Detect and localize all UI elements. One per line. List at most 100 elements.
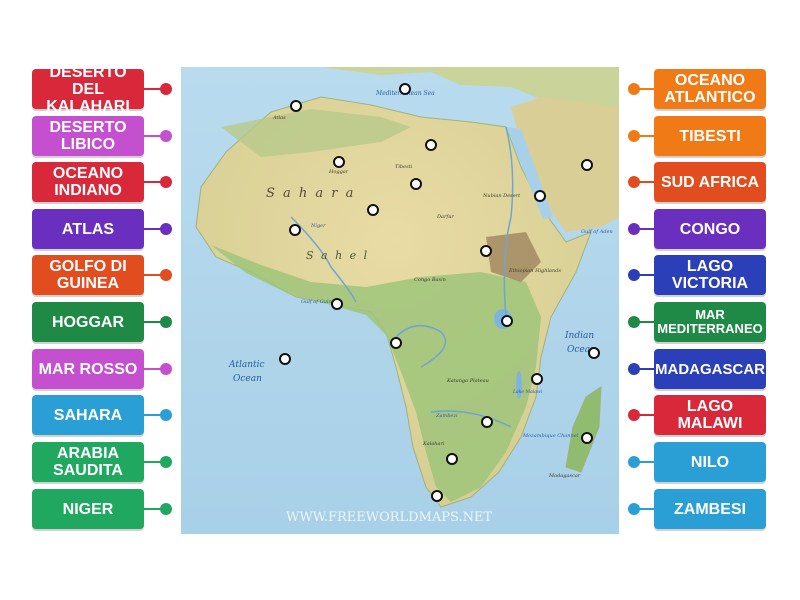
drop-target-pin[interactable]	[446, 453, 458, 465]
label-sahara[interactable]: SAHARA	[32, 395, 144, 435]
drop-target-pin[interactable]	[290, 100, 302, 112]
label-nilo[interactable]: NILO	[654, 442, 766, 482]
connector-dot[interactable]	[628, 83, 640, 95]
connector-dot[interactable]	[160, 363, 172, 375]
connector-dot[interactable]	[160, 316, 172, 328]
connector-dot[interactable]	[160, 223, 172, 235]
connector-line	[634, 228, 656, 230]
zambezi-river	[430, 410, 512, 428]
drop-target-pin[interactable]	[431, 490, 443, 502]
drop-target-pin[interactable]	[279, 353, 291, 365]
label-text: NIGER	[62, 500, 114, 518]
label-oceano-indiano[interactable]: OCEANO INDIANO	[32, 162, 144, 202]
label-lago-victoria[interactable]: LAGO VICTORIA	[654, 255, 766, 295]
niger-river	[290, 216, 357, 303]
label-congo[interactable]: CONGO	[654, 209, 766, 249]
label-madagascar[interactable]: MADAGASCAR	[654, 349, 766, 389]
drop-target-pin[interactable]	[480, 245, 492, 257]
drop-target-pin[interactable]	[581, 159, 593, 171]
label-text: OCEANO INDIANO	[52, 165, 124, 199]
map-text-gulf-guinea: Gulf of Guinea	[301, 299, 338, 305]
label-text: MAR ROSSO	[38, 360, 138, 378]
label-text: MAR MEDITERRANEO	[657, 307, 763, 336]
label-sud-africa[interactable]: SUD AFRICA	[654, 162, 766, 202]
map-text-gulf-aden: Gulf of Aden	[581, 229, 613, 235]
label-zambesi[interactable]: ZAMBESI	[654, 489, 766, 529]
label-mar-rosso[interactable]: MAR ROSSO	[32, 349, 144, 389]
map-text-congo-basin: Congo Basin	[414, 277, 446, 283]
connector-dot[interactable]	[628, 269, 640, 281]
connector-line	[634, 274, 656, 276]
connector-line	[144, 461, 166, 463]
connector-line	[634, 135, 656, 137]
connector-dot[interactable]	[160, 456, 172, 468]
drop-target-pin[interactable]	[501, 315, 513, 327]
label-text: LAGO MALAWI	[677, 398, 743, 432]
connector-line	[144, 414, 166, 416]
connector-dot[interactable]	[160, 409, 172, 421]
connector-dot[interactable]	[160, 130, 172, 142]
map-text-mozambique: Mozambique Channel	[522, 433, 579, 439]
label-deserto-del-kalahari[interactable]: DESERTO DEL KALAHARI	[32, 64, 144, 115]
map-text-atlantic-ocean: Ocean	[233, 374, 262, 384]
connector-dot[interactable]	[628, 363, 640, 375]
label-deserto-libico[interactable]: DESERTO LIBICO	[32, 116, 144, 156]
connector-dot[interactable]	[160, 269, 172, 281]
connector-dot[interactable]	[628, 223, 640, 235]
map-text-atlantic: Atlantic	[228, 360, 265, 370]
drop-target-pin[interactable]	[481, 416, 493, 428]
drop-target-pin[interactable]	[531, 373, 543, 385]
map-text-sahel: S a h e l	[306, 249, 369, 262]
connector-line	[634, 88, 656, 90]
connector-line	[144, 508, 166, 510]
connector-dot[interactable]	[628, 316, 640, 328]
label-text: TIBESTI	[679, 127, 741, 145]
connector-dot[interactable]	[628, 130, 640, 142]
drop-target-pin[interactable]	[331, 298, 343, 310]
drop-target-pin[interactable]	[333, 156, 345, 168]
drop-target-pin[interactable]	[410, 178, 422, 190]
map-text-katanga: Katanga Plateau	[446, 378, 489, 384]
label-hoggar[interactable]: HOGGAR	[32, 302, 144, 342]
africa-map-image: Mediterranean Sea S a h a r a S a h e l …	[181, 67, 619, 534]
connector-dot[interactable]	[628, 456, 640, 468]
map-text-lake-malawi: Lake Malawi	[512, 389, 543, 395]
connector-line	[634, 181, 656, 183]
madagascar-island	[565, 386, 602, 473]
map-text-tibesti: Tibesti	[395, 164, 413, 170]
connector-dot[interactable]	[160, 503, 172, 515]
drop-target-pin[interactable]	[289, 224, 301, 236]
map-text-indian: Indian	[564, 331, 594, 341]
connector-dot[interactable]	[628, 503, 640, 515]
connector-line	[634, 414, 656, 416]
label-text: GOLFO DI GUINEA	[49, 258, 127, 292]
label-atlas[interactable]: ATLAS	[32, 209, 144, 249]
label-mar-mediterraneo[interactable]: MAR MEDITERRANEO	[654, 302, 766, 342]
congo-river	[395, 324, 447, 368]
connector-line	[144, 368, 166, 370]
drop-target-pin[interactable]	[534, 190, 546, 202]
connector-line	[144, 135, 166, 137]
drop-target-pin[interactable]	[588, 347, 600, 359]
connector-dot[interactable]	[160, 83, 172, 95]
drop-target-pin[interactable]	[581, 432, 593, 444]
label-tibesti[interactable]: TIBESTI	[654, 116, 766, 156]
connector-line	[634, 321, 656, 323]
label-oceano-atlantico[interactable]: OCEANO ATLANTICO	[654, 69, 766, 109]
connector-dot[interactable]	[628, 176, 640, 188]
connector-dot[interactable]	[160, 176, 172, 188]
drop-target-pin[interactable]	[399, 83, 411, 95]
drop-target-pin[interactable]	[367, 204, 379, 216]
label-arabia-saudita[interactable]: ARABIA SAUDITA	[32, 442, 144, 482]
connector-line	[144, 228, 166, 230]
label-golfo-di-guinea[interactable]: GOLFO DI GUINEA	[32, 255, 144, 295]
connector-dot[interactable]	[628, 409, 640, 421]
label-lago-malawi[interactable]: LAGO MALAWI	[654, 395, 766, 435]
label-niger[interactable]: NIGER	[32, 489, 144, 529]
label-text: DESERTO DEL KALAHARI	[46, 63, 130, 115]
map-text-niger: Niger	[310, 223, 326, 229]
drop-target-pin[interactable]	[425, 139, 437, 151]
label-text: OCEANO ATLANTICO	[664, 72, 756, 106]
drop-target-pin[interactable]	[390, 337, 402, 349]
label-text: CONGO	[679, 220, 741, 238]
